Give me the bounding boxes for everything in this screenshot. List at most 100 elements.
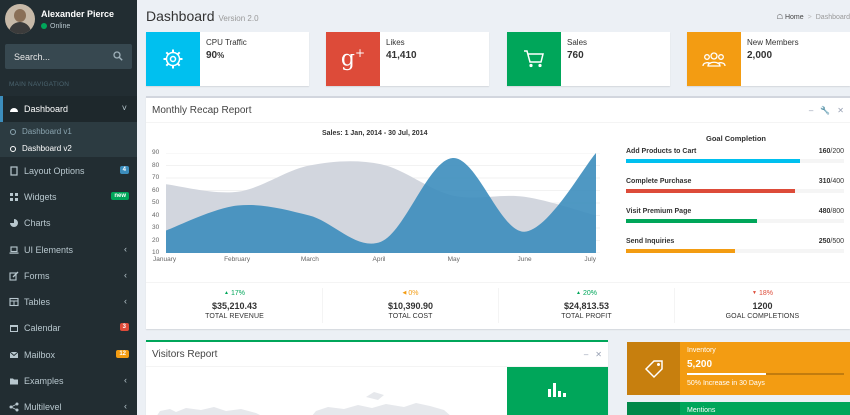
sidebar-item-calendar[interactable]: Calendar 3 <box>0 315 137 341</box>
x-tick-label: February <box>224 256 251 263</box>
info-box-label: Likes <box>386 38 405 47</box>
stat-total-cost: ◀ 0% $10,390.90 TOTAL COST <box>322 283 499 333</box>
user-name[interactable]: Alexander Pierce <box>41 9 115 19</box>
info-box-value: 41,410 <box>386 50 417 61</box>
sidebar-item-label: Multilevel <box>24 402 62 412</box>
users-icon <box>687 32 741 86</box>
box-tools: – 🔧 ✕ <box>809 106 844 115</box>
sidebar-item-label: Tables <box>24 297 51 307</box>
stat-total-revenue: ▲ 17% $35,210.43 TOTAL REVENUE <box>146 283 323 333</box>
y-tick-label: 70 <box>152 174 160 181</box>
sidebar-item-mailbox[interactable]: Mailbox 12 <box>0 342 137 368</box>
sidebar-badge: 4 <box>119 166 129 174</box>
y-tick-label: 40 <box>152 211 160 219</box>
close-icon[interactable]: ✕ <box>837 106 844 115</box>
stat-label: TOTAL COST <box>388 313 433 320</box>
sidebar-item-label: Forms <box>24 271 50 281</box>
sidebar-badge: new <box>111 192 129 200</box>
edit-icon <box>9 271 19 281</box>
search-input[interactable] <box>5 44 110 69</box>
goal-value: 160/200 <box>818 148 844 155</box>
wrench-icon[interactable]: 🔧 <box>820 106 831 115</box>
circle-icon <box>10 145 16 152</box>
stat-percentage: ▼ 18% <box>752 290 773 297</box>
pie-chart-icon <box>9 218 19 228</box>
collapse-icon[interactable]: – <box>808 106 814 115</box>
google-plus-icon: g+ <box>326 32 380 86</box>
bar-chart-icon <box>548 383 566 397</box>
sidebar-search <box>5 44 132 69</box>
goal-value: 250/500 <box>818 238 844 245</box>
info-box-value: 90% <box>206 50 225 61</box>
sidebar-item-widgets[interactable]: Widgets new <box>0 184 137 210</box>
breadcrumb-home[interactable]: Home <box>784 14 804 21</box>
sidebar-subitem-dashboard-v2[interactable]: Dashboard v2 <box>10 144 72 153</box>
stat-percentage: ◀ 0% <box>402 290 419 297</box>
goal-item: Send Inquiries 250/500 <box>626 238 844 258</box>
sidebar-item-dashboard[interactable]: Dashboard ˅ <box>0 96 137 122</box>
goal-value: 480/800 <box>818 208 844 215</box>
goal-progress-fill <box>626 249 735 253</box>
goal-progress <box>626 159 844 163</box>
box-title: Monthly Recap Report <box>152 105 252 116</box>
goal-progress-fill <box>626 159 801 163</box>
close-icon[interactable]: ✕ <box>595 350 602 359</box>
search-icon[interactable] <box>113 51 123 61</box>
folder-icon <box>9 376 19 386</box>
y-tick-label: 90 <box>152 149 160 156</box>
inventory-description: 50% Increase in 30 Days <box>687 380 765 387</box>
stat-label: TOTAL REVENUE <box>205 313 264 320</box>
info-box-cpu-traffic: CPU Traffic 90% <box>146 32 309 86</box>
stat-label: GOAL COMPLETIONS <box>725 313 800 320</box>
breadcrumb-separator: > <box>807 14 812 21</box>
envelope-icon <box>9 350 19 360</box>
x-tick-label: January <box>153 256 177 263</box>
y-tick-label: 10 <box>152 249 160 256</box>
goal-progress <box>626 189 844 193</box>
caret-up-icon: ▲ <box>224 290 229 297</box>
sidebar-item-multilevel[interactable]: Multilevel ‹ <box>0 394 137 415</box>
info-box-new-members: New Members 2,000 <box>687 32 850 86</box>
monthly-recap-box: Monthly Recap Report – 🔧 ✕ Sales: 1 Jan,… <box>146 96 850 329</box>
heart-icon <box>627 402 680 415</box>
sidebar-item-layout-options[interactable]: Layout Options 4 <box>0 158 137 184</box>
box-title: Visitors Report <box>152 349 218 360</box>
sidebar-badge: 3 <box>119 323 129 331</box>
chevron-left-icon: ‹ <box>124 375 127 385</box>
sidebar-item-ui-elements[interactable]: UI Elements ‹ <box>0 237 137 263</box>
inventory-label: Inventory <box>687 347 716 354</box>
y-tick-label: 60 <box>152 186 160 194</box>
y-tick-label: 30 <box>152 224 160 231</box>
sidebar-subitem-dashboard-v1[interactable]: Dashboard v1 <box>10 127 72 136</box>
stat-value: 1200 <box>752 301 773 311</box>
sales-chart <box>166 153 600 253</box>
goal-name: Complete Purchase <box>626 178 692 185</box>
user-status: Online <box>41 23 70 30</box>
sidebar-item-forms[interactable]: Forms ‹ <box>0 263 137 289</box>
sidebar-item-tables[interactable]: Tables ‹ <box>0 289 137 315</box>
breadcrumb-current: Dashboard <box>815 14 850 21</box>
stat-divider <box>674 288 675 323</box>
tag-icon <box>627 342 680 395</box>
world-map[interactable] <box>146 367 507 415</box>
sidebar-item-label: Layout Options <box>24 166 85 176</box>
sidebar-item-label: Examples <box>24 376 64 386</box>
x-tick-label: April <box>372 256 386 263</box>
avatar[interactable] <box>5 4 35 34</box>
stat-value: $10,390.90 <box>387 301 434 311</box>
collapse-icon[interactable]: – <box>583 350 589 359</box>
goal-progress <box>626 249 844 253</box>
shopping-cart-icon <box>507 32 561 86</box>
y-tick-label: 50 <box>152 199 160 206</box>
user-panel: Alexander Pierce Online <box>0 0 137 40</box>
mentions-label: Mentions <box>687 407 716 414</box>
sidebar-item-charts[interactable]: Charts <box>0 210 137 236</box>
sidebar-item-label: UI Elements <box>24 245 74 255</box>
goal-progress-fill <box>626 189 795 193</box>
sidebar-item-examples[interactable]: Examples ‹ <box>0 368 137 394</box>
goal-progress-fill <box>626 219 757 223</box>
chevron-left-icon: ‹ <box>124 401 127 411</box>
chevron-down-icon: ˅ <box>121 103 127 113</box>
caret-down-icon: ▼ <box>752 290 757 297</box>
stat-percentage: ▲ 17% <box>224 290 245 297</box>
